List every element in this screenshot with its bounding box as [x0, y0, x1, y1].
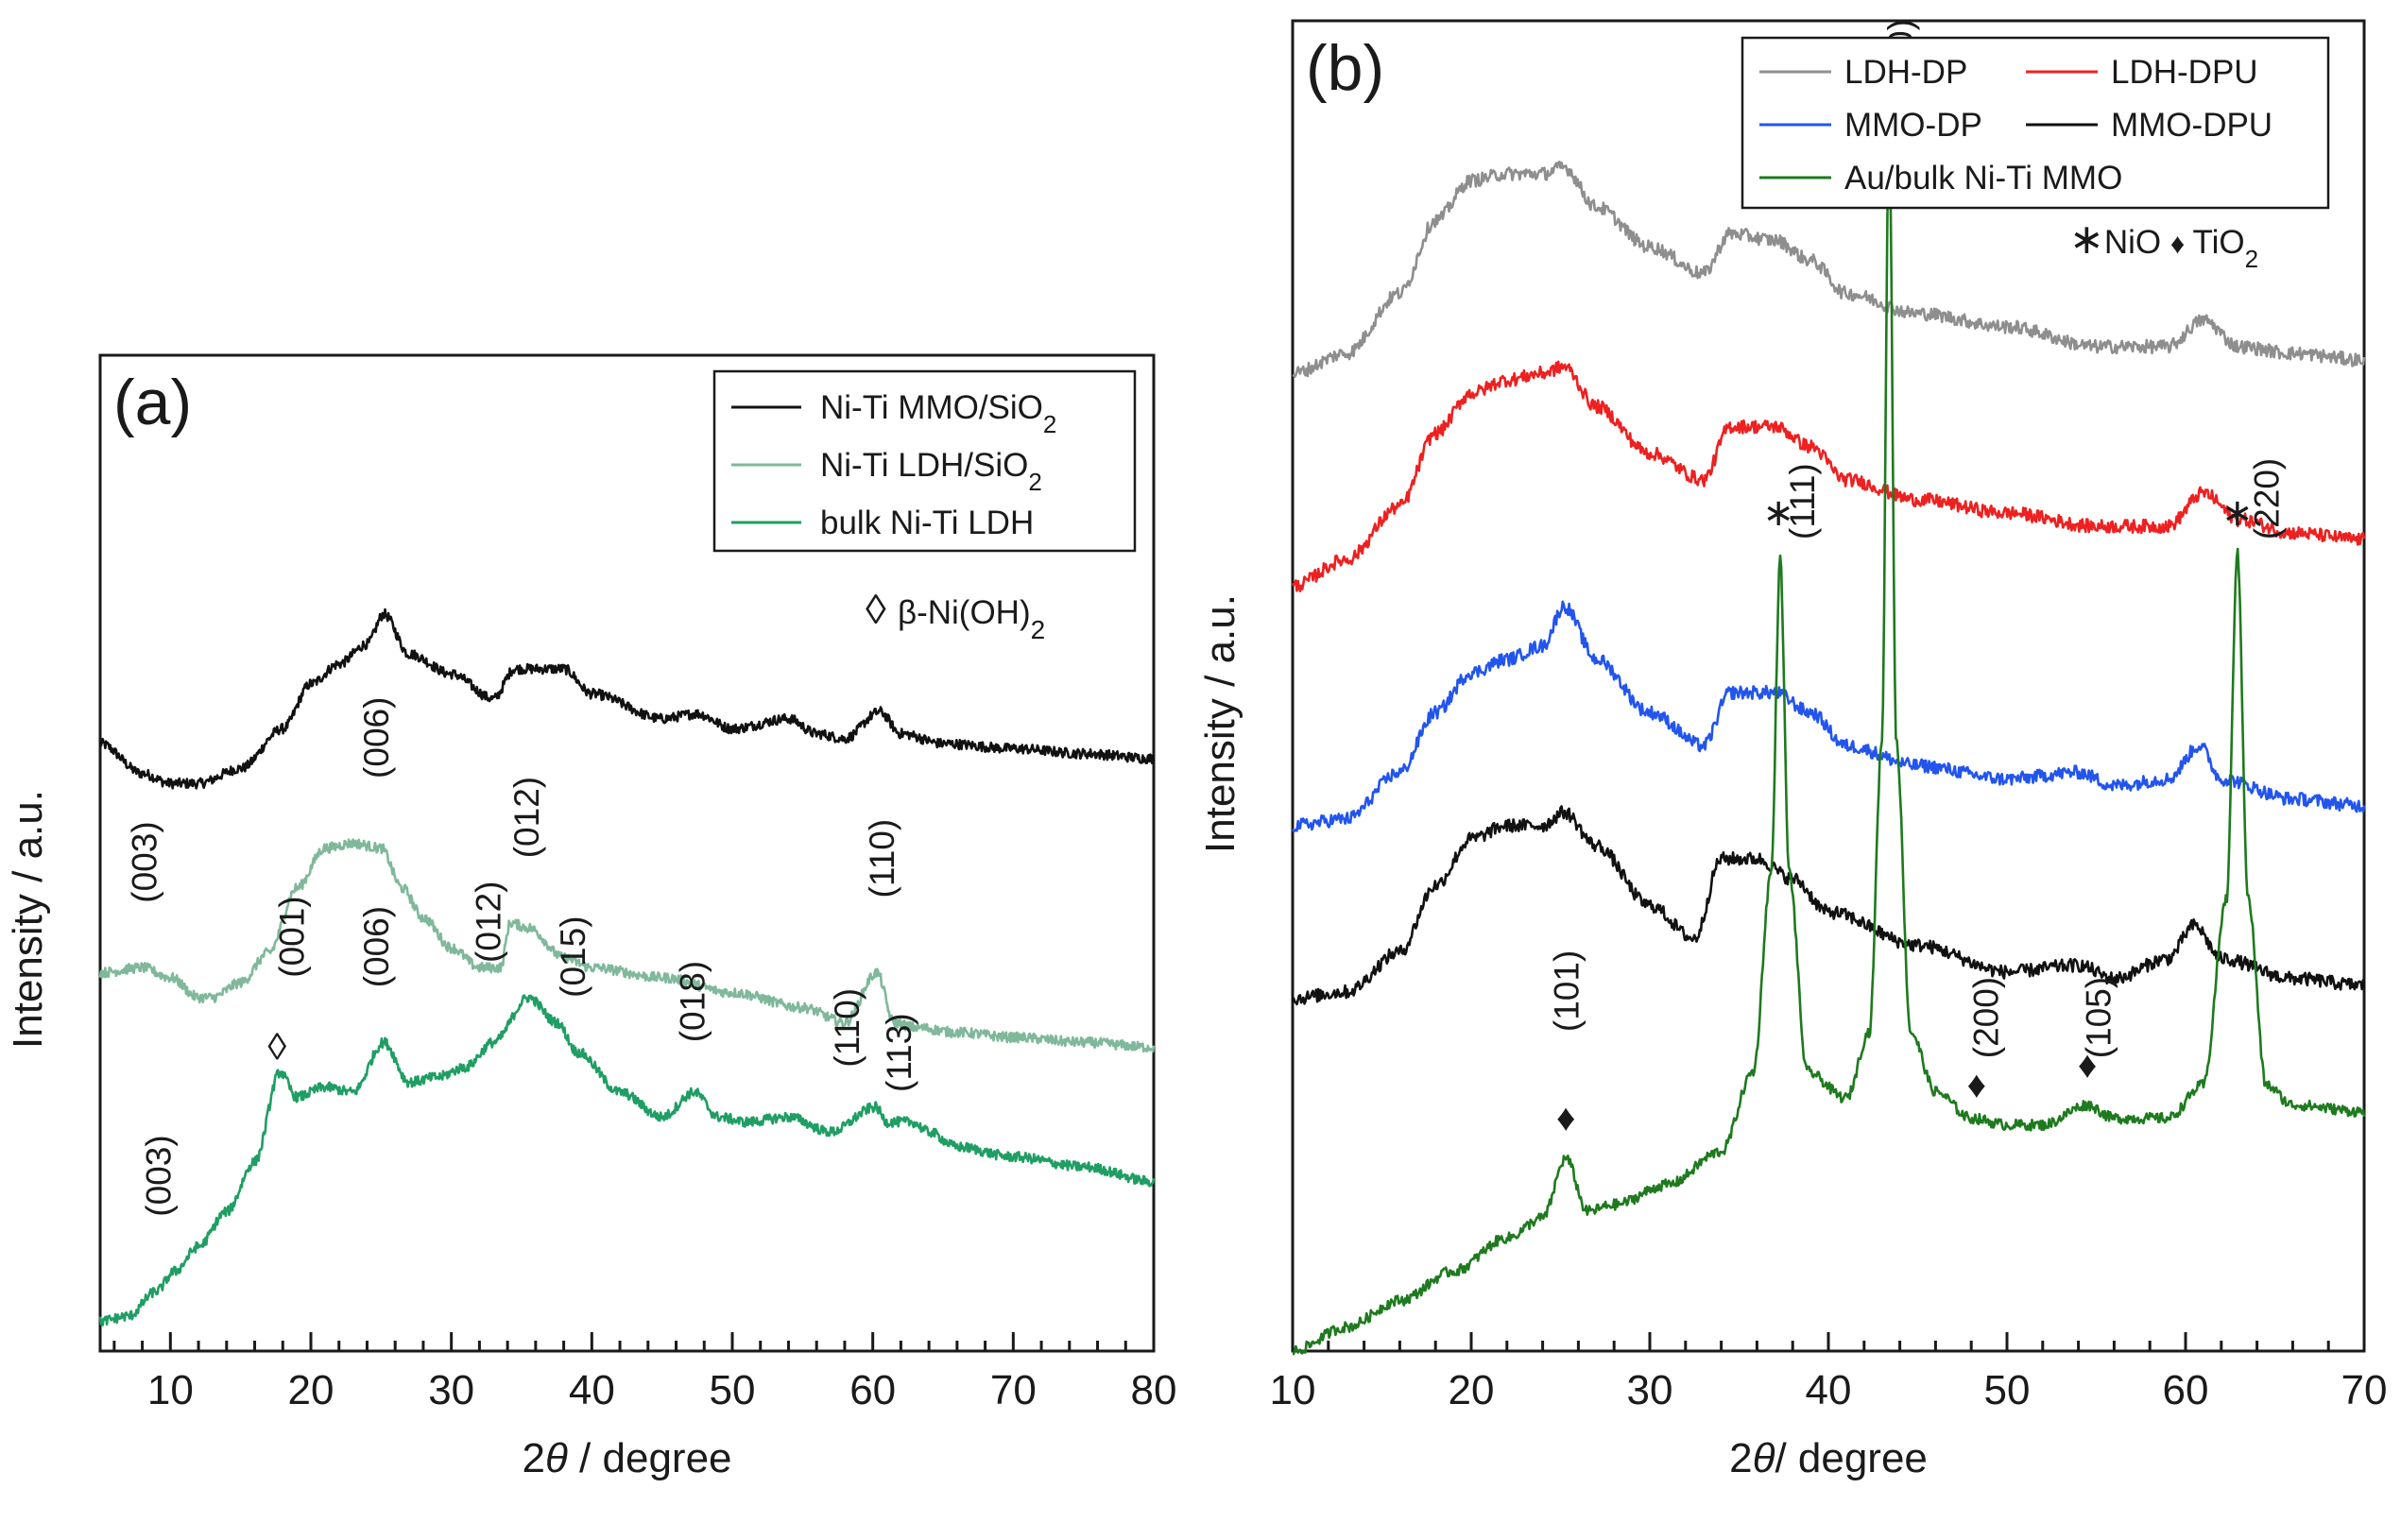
x-tick-label: 70 [990, 1367, 1037, 1413]
series-line-mmo-dp [1291, 600, 2366, 832]
peak-annotation: (220) [2247, 458, 2286, 539]
nio-marker: ∗ [1762, 492, 1794, 534]
x-tick-label: 30 [1627, 1367, 1673, 1413]
peak-annotation: (012) [507, 777, 546, 858]
legend-marker-note: ◊ β-Ni(OH)2 [866, 587, 1045, 644]
series-line-ldh-dp [1292, 161, 2366, 378]
tio2-marker: ♦ [1967, 1064, 1986, 1105]
x-tick-label: 60 [2163, 1367, 2209, 1413]
x-tick-label: 10 [147, 1367, 194, 1413]
legend-entry: Ni-Ti MMO/SiO2 [820, 389, 1056, 438]
plot-frame [98, 353, 1156, 1353]
peak-annotation: (003) [125, 821, 163, 902]
peak-annotation: (018) [673, 961, 712, 1042]
series-line-ldh-dpu [1291, 360, 2366, 592]
series-line-bulk-ni-ti-ldh [98, 994, 1156, 1326]
legend-entry: MMO-DP [1844, 107, 1982, 144]
x-tick-label: 20 [288, 1367, 334, 1413]
x-tick-label: 10 [1270, 1367, 1316, 1413]
series-line-au-bulk-ni-ti-mmo [1292, 132, 2366, 1356]
legend-entry: Ni-Ti LDH/SiO2 [820, 447, 1042, 496]
legend-entry: LDH-DPU [2111, 54, 2258, 91]
legend-entry: LDH-DP [1844, 54, 1967, 91]
peak-annotation: (003) [139, 1135, 178, 1216]
legend-entry: bulk Ni-Ti LDH [820, 505, 1034, 541]
legend-box [712, 369, 1137, 553]
panel-label: (a) [113, 367, 192, 438]
x-tick-label: 70 [2341, 1367, 2388, 1413]
peak-annotation: (012) [470, 881, 508, 963]
beta-nioh2-marker: ◊ [267, 1027, 286, 1069]
panel-b-xrd-chart: 10 20 30 40 50 60 70 2θ/ degree Intensity / a.u.… [1197, 19, 2387, 1481]
nio-marker: ∗ [2221, 492, 2254, 534]
legend-entry: MMO-DPU [2111, 107, 2272, 144]
peak-annotation: (006) [357, 906, 396, 987]
series-line-ni-ti-mmo-sio2 [98, 607, 1156, 790]
x-tick-label: 30 [428, 1367, 474, 1413]
x-tick-label: 40 [1806, 1367, 1852, 1413]
panel-label: (b) [1306, 32, 1384, 104]
peak-annotation: (015) [554, 915, 592, 997]
peak-annotation: (105) [2080, 977, 2118, 1058]
peak-annotation: (101) [1547, 950, 1586, 1032]
panel-a-xrd-chart: 10 20 30 40 50 60 70 80 2θ / degree Intensity / a… [5, 353, 1177, 1481]
y-axis-title: Intensity / a.u. [5, 790, 51, 1049]
legend-marker-note: ∗NiO ♦ TiO2 [2069, 216, 2258, 273]
tio2-marker: ♦ [1556, 1098, 1575, 1139]
x-axis-title: 2θ/ degree [1729, 1435, 1928, 1481]
peak-annotation: (110) [828, 988, 866, 1068]
x-axis-title: 2θ / degree [522, 1435, 731, 1481]
peak-annotation: (110) [863, 819, 901, 898]
x-tick-label: 20 [1449, 1367, 1495, 1413]
y-axis-title: Intensity / a.u. [1197, 594, 1243, 853]
peak-annotation: (113) [880, 1013, 918, 1092]
legend-box [1741, 36, 2330, 210]
x-tick-label: 80 [1131, 1367, 1177, 1413]
series-line-mmo-dpu [1291, 805, 2366, 1006]
x-tick-label: 60 [849, 1367, 896, 1413]
series-line-ni-ti-ldh-sio2 [98, 838, 1156, 1053]
tio2-marker: ♦ [2078, 1044, 2097, 1086]
peak-annotation: (001) [273, 896, 312, 977]
peak-annotation: (111) [1783, 463, 1822, 539]
x-tick-label: 40 [569, 1367, 615, 1413]
legend-entry: Au/bulk Ni-Ti MMO [1844, 160, 2122, 197]
x-tick-label: 50 [710, 1367, 756, 1413]
x-tick-label: 50 [1984, 1367, 2031, 1413]
peak-annotation: (006) [357, 697, 396, 779]
peak-annotation: (200) [1967, 977, 2006, 1058]
